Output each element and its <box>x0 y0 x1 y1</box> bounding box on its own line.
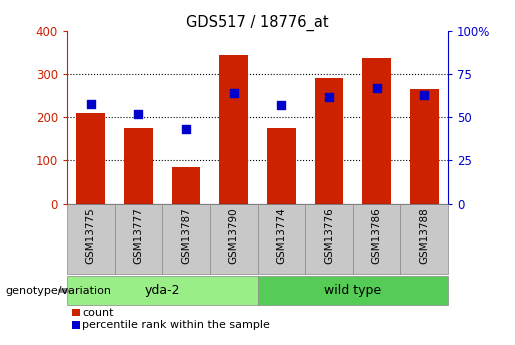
Bar <box>363 58 391 204</box>
Point <box>420 92 428 98</box>
Bar <box>67 204 115 274</box>
Bar <box>267 128 296 204</box>
Bar <box>315 79 343 204</box>
Text: GSM13774: GSM13774 <box>277 207 286 264</box>
Bar <box>258 204 305 274</box>
Point <box>325 94 333 99</box>
Bar <box>210 204 258 274</box>
Text: genotype/variation: genotype/variation <box>5 286 111 296</box>
Bar <box>305 204 353 274</box>
Bar <box>410 89 439 204</box>
Bar <box>162 204 210 274</box>
Bar <box>258 276 448 305</box>
Text: GSM13777: GSM13777 <box>133 207 143 264</box>
Text: GSM13790: GSM13790 <box>229 207 238 264</box>
Point <box>182 127 190 132</box>
Bar <box>124 128 152 204</box>
Bar <box>76 113 105 204</box>
Text: GSM13776: GSM13776 <box>324 207 334 264</box>
Point <box>134 111 143 117</box>
Point <box>87 101 95 106</box>
Bar <box>67 276 258 305</box>
Bar <box>114 204 162 274</box>
Text: GSM13787: GSM13787 <box>181 207 191 264</box>
Bar <box>219 55 248 204</box>
Point <box>372 85 381 91</box>
Text: yda-2: yda-2 <box>145 284 180 297</box>
Text: wild type: wild type <box>324 284 381 297</box>
Text: GSM13775: GSM13775 <box>86 207 96 264</box>
Bar <box>401 204 448 274</box>
Text: GSM13786: GSM13786 <box>372 207 382 264</box>
Title: GDS517 / 18776_at: GDS517 / 18776_at <box>186 15 329 31</box>
Point <box>230 90 238 96</box>
Bar <box>353 204 401 274</box>
Text: percentile rank within the sample: percentile rank within the sample <box>82 320 270 330</box>
Text: count: count <box>82 308 114 317</box>
Bar <box>171 167 200 204</box>
Point <box>277 102 285 108</box>
Text: GSM13788: GSM13788 <box>419 207 429 264</box>
